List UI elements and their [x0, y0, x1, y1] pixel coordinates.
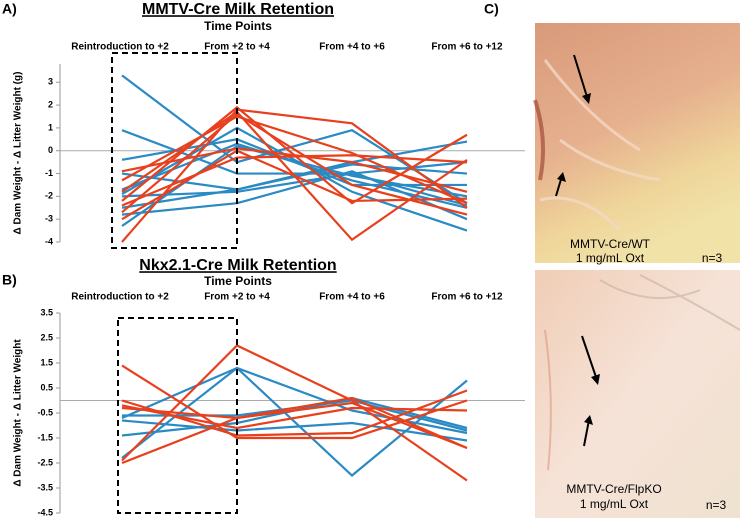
data-line [121, 112, 468, 216]
x-tick-label: From +4 to +6 [319, 42, 385, 53]
photo-caption: MMTV-Cre/WT [570, 237, 651, 251]
y-tick-label: -1 [45, 168, 53, 178]
y-tick-label: 1.5 [40, 357, 53, 367]
data-line [121, 396, 468, 450]
x-tick-label: From +4 to +6 [319, 292, 385, 303]
data-line [121, 147, 468, 193]
y-tick-label: 2 [48, 99, 53, 109]
data-line [121, 172, 468, 207]
photo-n: n=3 [702, 251, 723, 265]
y-tick-label: -1.5 [37, 432, 53, 442]
y-tick-label: 2.5 [40, 332, 53, 342]
panel-label: B) [2, 272, 17, 288]
y-tick-label: 3 [48, 77, 53, 87]
data-line [121, 401, 468, 465]
highlight-box [111, 52, 238, 249]
y-axis-title: Δ Dam Weight - Δ Litter Weight (g) [13, 72, 24, 235]
x-tick-label: From +6 to +12 [431, 292, 503, 303]
y-axis-title: Δ Dam Weight - Δ Litter Weight [13, 339, 24, 487]
chart-title: MMTV-Cre Milk Retention [142, 1, 334, 18]
axis-title: Time Points [204, 19, 272, 33]
panel-label: A) [2, 1, 17, 17]
y-tick-label: 0.5 [40, 382, 53, 392]
data-line [121, 108, 468, 243]
data-line [121, 366, 468, 477]
x-tick-label: Reintroduction to +2 [71, 42, 169, 53]
axis-title: Time Points [204, 274, 272, 288]
data-line [121, 419, 468, 442]
y-tick-label: 3.5 [40, 307, 53, 317]
x-tick-label: From +6 to +12 [431, 42, 503, 53]
x-tick-label: From +2 to +4 [204, 292, 270, 303]
y-tick-label: -3.5 [37, 482, 53, 492]
data-line [121, 389, 468, 437]
data-line [121, 154, 468, 207]
data-line [121, 170, 468, 221]
x-tick-label: Reintroduction to +2 [71, 292, 169, 303]
x-tick-label: From +2 to +4 [204, 42, 270, 53]
photo-caption: 1 mg/mL Oxt [580, 497, 649, 511]
y-tick-label: 1 [48, 122, 53, 132]
chart-title: Nkx2.1-Cre Milk Retention [139, 257, 336, 274]
y-tick-label: -2.5 [37, 457, 53, 467]
data-line [121, 115, 468, 205]
photo-caption: MMTV-Cre/FlpKO [566, 482, 661, 496]
highlight-box [117, 317, 238, 514]
y-tick-label: 0 [48, 145, 53, 155]
y-tick-label: -3 [45, 214, 53, 224]
photo-n: n=3 [706, 498, 727, 512]
photo-caption: 1 mg/mL Oxt [576, 251, 645, 265]
photo: MMTV-Cre/WT 1 mg/mL Oxt n=3 [533, 23, 740, 265]
y-tick-label: -2 [45, 191, 53, 201]
photo: MMTV-Cre/FlpKO 1 mg/mL Oxt n=3 [535, 270, 740, 518]
panel-label: C) [484, 1, 499, 17]
data-line [121, 126, 468, 232]
y-tick-label: -0.5 [37, 407, 53, 417]
y-tick-label: -4.5 [37, 507, 53, 517]
data-line [121, 404, 468, 430]
data-line [121, 344, 468, 482]
y-tick-label: -4 [45, 236, 53, 246]
